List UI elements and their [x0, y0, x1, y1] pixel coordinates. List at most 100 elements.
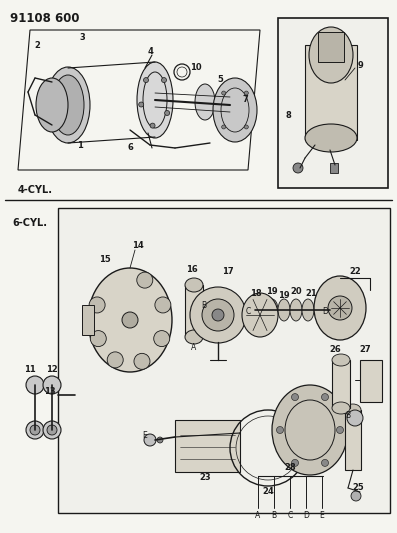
Circle shape: [202, 299, 234, 331]
Ellipse shape: [302, 299, 314, 321]
Ellipse shape: [185, 278, 203, 292]
Text: E: E: [320, 512, 324, 521]
Circle shape: [43, 421, 61, 439]
Text: 26: 26: [329, 345, 341, 354]
Circle shape: [47, 425, 57, 435]
Bar: [330, 163, 338, 173]
Circle shape: [162, 78, 166, 83]
Text: 15: 15: [99, 255, 111, 264]
Circle shape: [43, 376, 61, 394]
Ellipse shape: [332, 402, 350, 414]
Text: 22: 22: [349, 268, 361, 277]
Text: 10: 10: [190, 62, 202, 71]
Circle shape: [157, 437, 163, 443]
Circle shape: [351, 491, 361, 501]
Text: 91108 600: 91108 600: [10, 12, 79, 25]
Circle shape: [150, 123, 155, 128]
Text: 27: 27: [359, 345, 371, 354]
Ellipse shape: [309, 27, 353, 83]
Ellipse shape: [52, 75, 84, 135]
Circle shape: [139, 102, 144, 107]
Text: 7: 7: [242, 95, 248, 104]
Circle shape: [291, 459, 299, 466]
Ellipse shape: [345, 404, 361, 416]
Circle shape: [222, 125, 225, 129]
Ellipse shape: [88, 268, 172, 372]
Bar: [318, 32, 344, 62]
Circle shape: [293, 163, 303, 173]
Ellipse shape: [278, 299, 290, 321]
Circle shape: [337, 426, 343, 433]
Circle shape: [26, 376, 44, 394]
Text: 23: 23: [199, 473, 211, 482]
Circle shape: [144, 434, 156, 446]
Circle shape: [154, 330, 170, 346]
Circle shape: [322, 459, 328, 466]
Ellipse shape: [213, 78, 257, 142]
Text: C: C: [287, 512, 293, 521]
Bar: [345, 410, 361, 470]
Text: 4-CYL.: 4-CYL.: [18, 185, 53, 195]
Text: B: B: [345, 410, 351, 419]
Text: 5: 5: [217, 76, 223, 85]
Circle shape: [244, 125, 248, 129]
Ellipse shape: [332, 354, 350, 366]
Text: 9: 9: [358, 61, 364, 69]
Circle shape: [222, 91, 225, 95]
Circle shape: [276, 426, 283, 433]
Circle shape: [26, 421, 44, 439]
Circle shape: [165, 110, 170, 116]
Bar: [58, 208, 390, 513]
Text: B: B: [201, 301, 206, 310]
Circle shape: [134, 353, 150, 369]
Circle shape: [122, 312, 138, 328]
Text: 1: 1: [77, 141, 83, 149]
Ellipse shape: [254, 299, 266, 321]
Circle shape: [30, 425, 40, 435]
Text: 24: 24: [262, 488, 274, 497]
Ellipse shape: [195, 84, 215, 120]
Text: B: B: [272, 512, 277, 521]
Bar: [82, 305, 94, 335]
Text: 28: 28: [284, 464, 296, 472]
Ellipse shape: [185, 330, 203, 344]
Text: 2: 2: [34, 41, 40, 50]
Bar: [185, 285, 203, 337]
Text: C: C: [245, 308, 251, 317]
Text: 19: 19: [278, 290, 290, 300]
Circle shape: [328, 296, 352, 320]
Text: 20: 20: [290, 287, 302, 296]
Ellipse shape: [266, 299, 278, 321]
Circle shape: [212, 309, 224, 321]
Text: A: A: [191, 343, 197, 352]
Text: 11: 11: [24, 366, 36, 375]
Text: D: D: [303, 512, 309, 521]
Ellipse shape: [46, 67, 90, 143]
Text: 6-CYL.: 6-CYL.: [12, 218, 47, 228]
Circle shape: [107, 352, 123, 368]
Ellipse shape: [314, 276, 366, 340]
Ellipse shape: [137, 62, 173, 138]
Bar: [278, 18, 388, 188]
Circle shape: [90, 330, 106, 346]
Text: 6: 6: [127, 143, 133, 152]
Ellipse shape: [36, 78, 68, 132]
Circle shape: [291, 393, 299, 401]
Circle shape: [155, 297, 171, 313]
Text: 19: 19: [266, 287, 278, 296]
Text: 13: 13: [44, 387, 56, 397]
Text: 3: 3: [79, 34, 85, 43]
Circle shape: [322, 393, 328, 401]
Circle shape: [89, 297, 105, 313]
Bar: [360, 360, 382, 402]
Text: E: E: [143, 431, 147, 440]
Bar: [175, 420, 240, 472]
Circle shape: [143, 78, 148, 83]
Text: 12: 12: [46, 366, 58, 375]
Bar: [332, 360, 350, 408]
Text: 4: 4: [147, 47, 153, 56]
Circle shape: [244, 91, 248, 95]
Text: 14: 14: [132, 240, 144, 249]
Ellipse shape: [242, 293, 278, 337]
Text: 21: 21: [305, 288, 317, 297]
